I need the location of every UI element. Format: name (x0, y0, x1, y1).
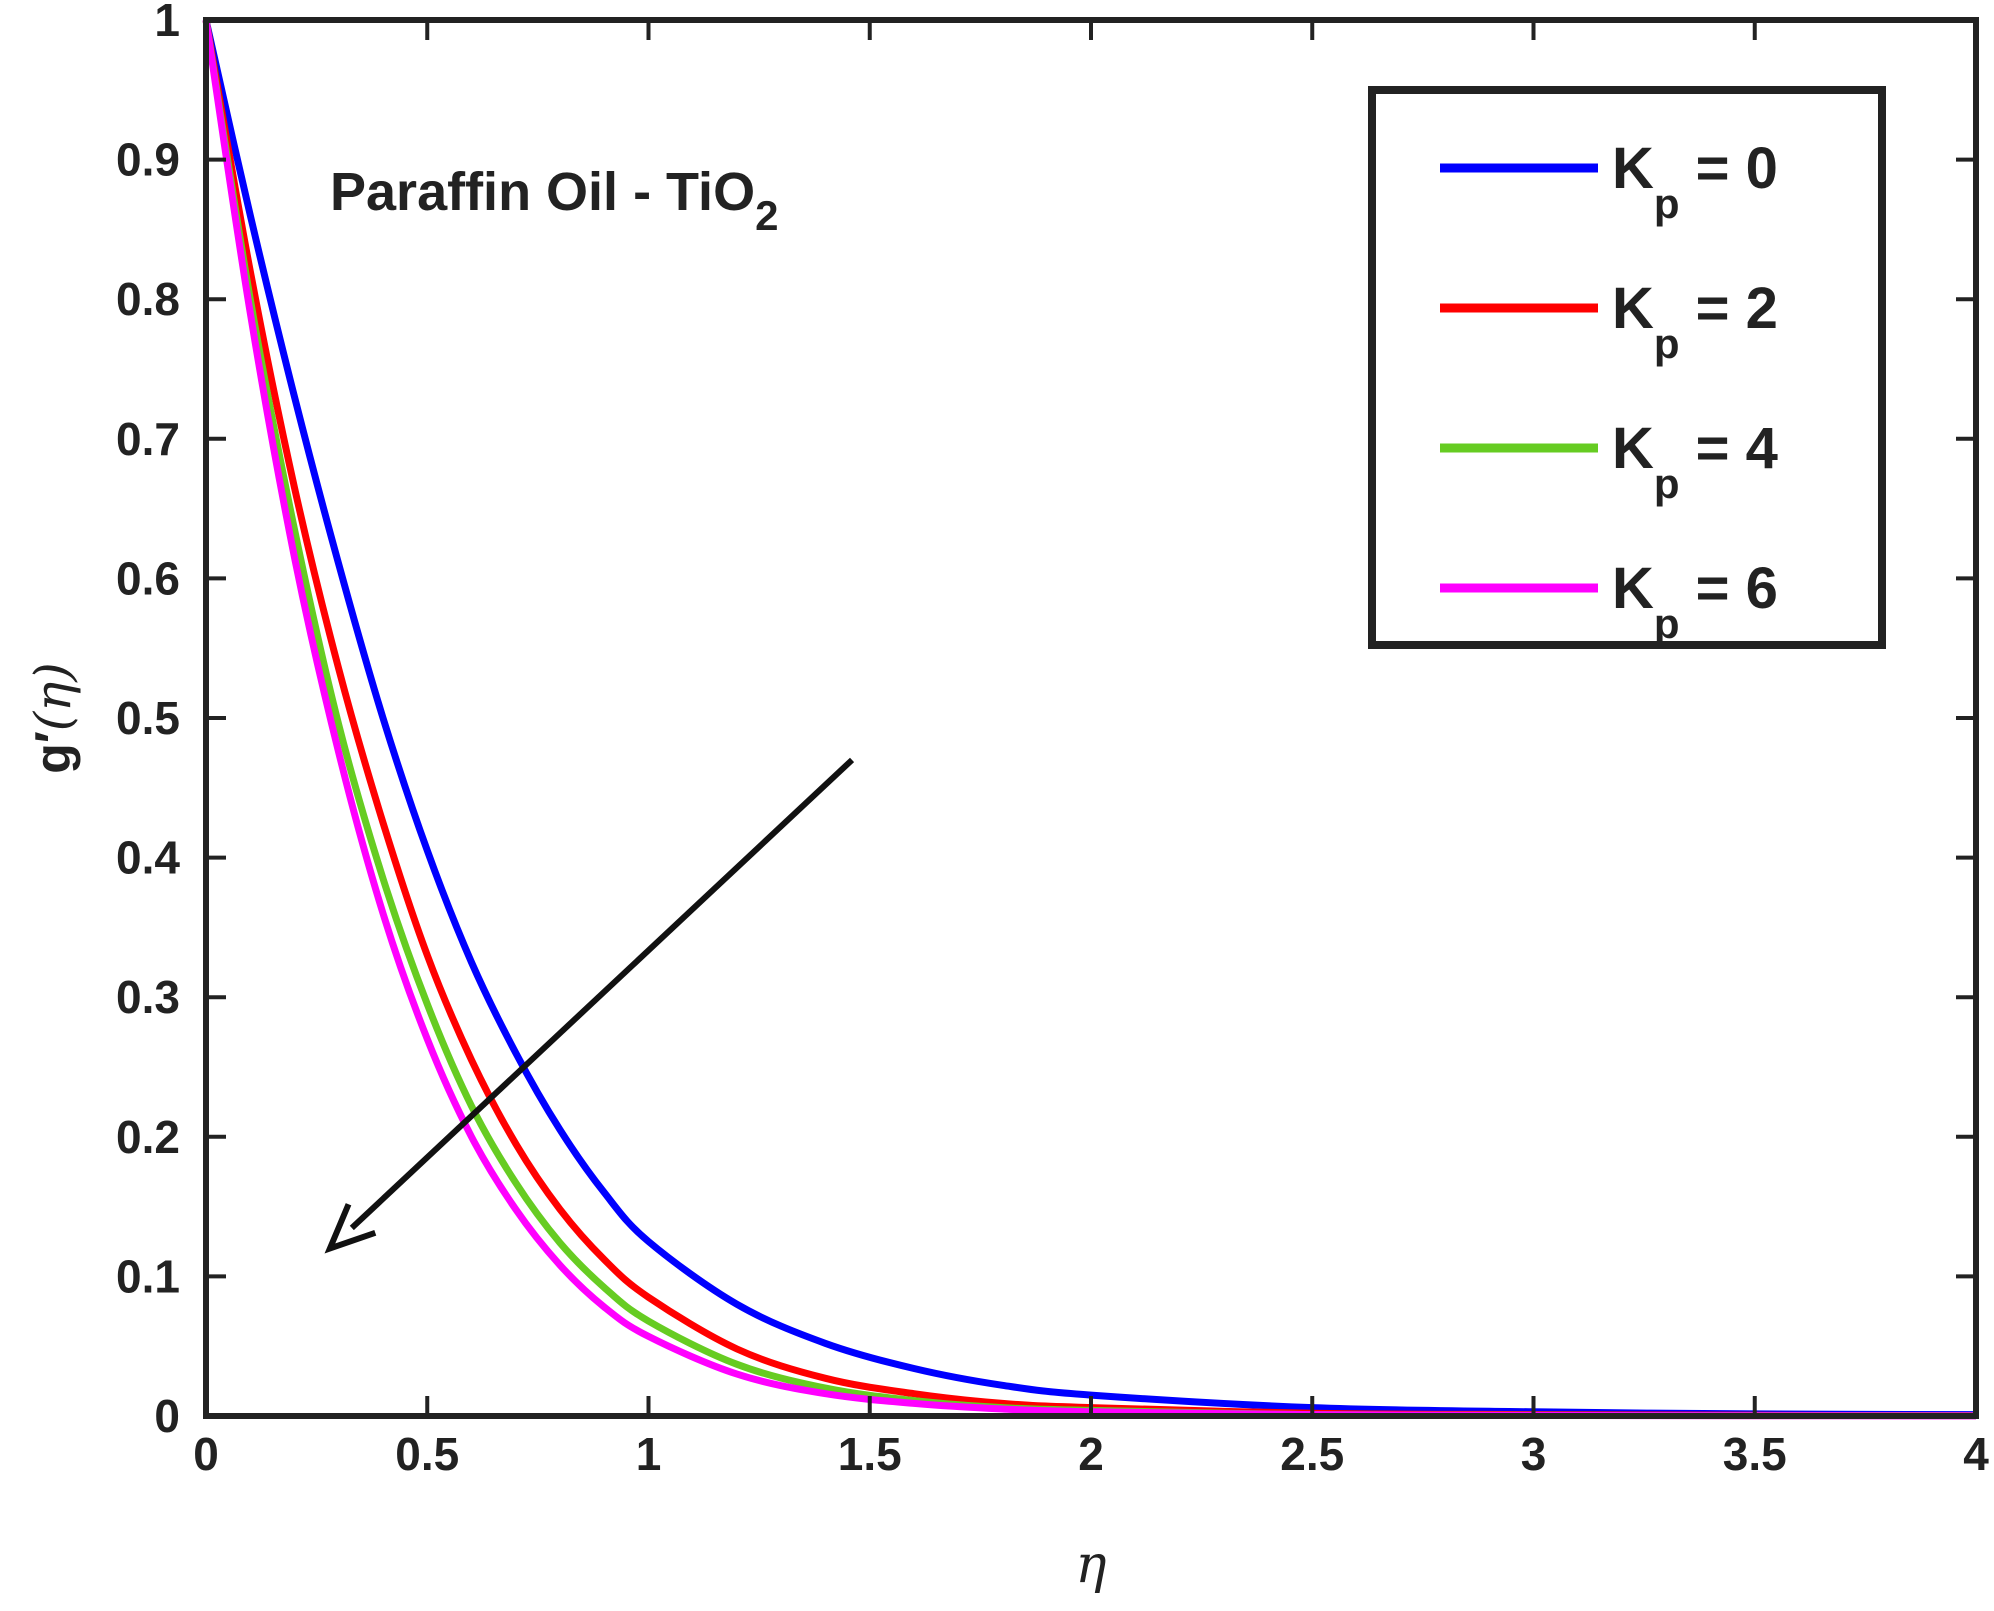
x-tick-label-2: 1 (636, 1428, 662, 1480)
y-tick-label-7: 0.7 (116, 413, 180, 465)
legend-entries: Kp = 0 Kp = 2 Kp = 4 Kp = 6 (1440, 136, 1778, 647)
y-tick-label-5: 0.5 (116, 692, 180, 744)
y-axis-label-main: g (25, 743, 81, 774)
x-axis-label: η (1075, 1535, 1106, 1595)
trend-arrow-shaft (349, 757, 855, 1231)
x-tick-label-0: 0 (193, 1428, 219, 1480)
y-tick-label-4: 0.4 (116, 832, 180, 884)
annotation: Paraffin Oil - TiO2 (330, 162, 778, 239)
trend-arrow-head (324, 1203, 377, 1254)
x-tick-label-8: 4 (1963, 1428, 1989, 1480)
legend-label-0: Kp = 0 (1612, 136, 1778, 227)
y-tick-label-9: 0.9 (116, 134, 180, 186)
y-axis-label: g′(η) (24, 662, 82, 774)
y-tick-label-1: 0.1 (116, 1250, 180, 1302)
legend-label-2: Kp = 4 (1612, 416, 1778, 507)
x-tick-label-5: 2.5 (1280, 1428, 1344, 1480)
y-tick-label-3: 0.3 (116, 971, 180, 1023)
x-tick-label-1: 0.5 (395, 1428, 459, 1480)
y-axis-label-prime: ′ (25, 731, 81, 743)
y-axis-label-close: ) (24, 662, 82, 683)
y-tick-label-10: 1 (154, 0, 180, 46)
x-tick-label-3: 1.5 (838, 1428, 902, 1480)
legend-box (1368, 86, 1886, 649)
y-tick-label-0: 0 (154, 1390, 180, 1442)
annotation-text: Paraffin Oil - TiO (330, 162, 755, 222)
legend-label-3: Kp = 6 (1612, 556, 1778, 647)
y-tick-label-2: 0.2 (116, 1111, 180, 1163)
y-axis-label-arg: η (24, 682, 82, 712)
x-tick-label-7: 3.5 (1723, 1428, 1787, 1480)
legend-label-1: Kp = 2 (1612, 276, 1778, 367)
y-tick-label-8: 0.8 (116, 273, 180, 325)
y-axis-label-open: ( (24, 710, 82, 731)
legend: Kp = 0 Kp = 2 Kp = 4 Kp = 6 (1368, 86, 1886, 649)
plot-frame (203, 17, 1979, 1419)
y-tick-label-6: 0.6 (116, 552, 180, 604)
arrow-layer (324, 757, 855, 1254)
x-tick-label-4: 2 (1078, 1428, 1104, 1480)
series-line-0 (202, 19, 1977, 1419)
ticks-layer: 0 0.5 1 1.5 2 2.5 3 3.5 4 0 0.1 0.2 0.3 0.4 0.5 0.6 0.7 0… (116, 0, 1989, 1480)
x-tick-label-6: 3 (1521, 1428, 1547, 1480)
annotation-subscript: 2 (755, 192, 778, 239)
